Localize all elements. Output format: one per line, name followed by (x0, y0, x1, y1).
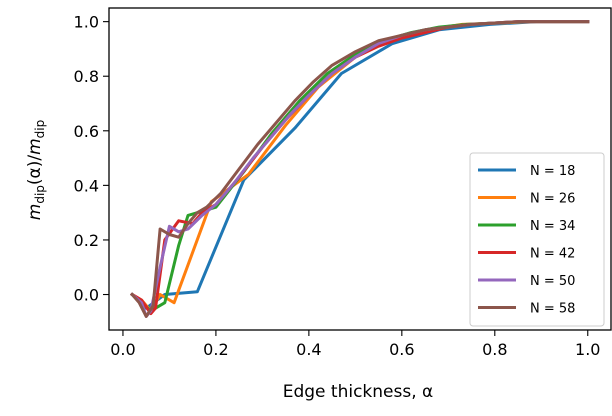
y-label-paren: (α)/ (25, 155, 45, 185)
series-lines (130, 20, 590, 318)
axis-ticks: 0.0 0.2 0.4 0.6 0.8 1.0 0.0 0.2 0.4 0.6 0.8 1.0 (74, 13, 601, 359)
y-axis-label: mdip(α)/mdip (25, 120, 47, 220)
y-tick-label: 0.6 (74, 122, 99, 141)
y-label-m2: m (25, 138, 45, 155)
y-tick-label: 0.8 (74, 67, 99, 86)
x-tick-label: 0.2 (203, 340, 228, 359)
y-tick-label: 0.0 (74, 286, 99, 305)
legend-label: N = 50 (530, 274, 575, 289)
x-axis-label: Edge thickness, α (283, 382, 434, 402)
y-label-sub2: dip (33, 120, 47, 139)
legend-label: N = 26 (530, 192, 575, 207)
y-tick-label: 0.4 (74, 176, 99, 195)
x-tick-label: 1.0 (575, 340, 600, 359)
y-tick-label: 0.2 (74, 231, 99, 250)
y-label-sub1: dip (33, 185, 47, 204)
legend-label: N = 58 (530, 302, 575, 317)
y-label-m1: m (25, 204, 45, 221)
x-tick-label: 0.6 (389, 340, 414, 359)
legend: N = 18 N = 26 N = 34 N = 42 N = 50 N = 58 (469, 152, 605, 327)
x-tick-label: 0.0 (110, 340, 135, 359)
legend-label: N = 34 (530, 219, 575, 234)
y-tick-label: 1.0 (74, 13, 99, 32)
legend-label: N = 18 (530, 164, 575, 179)
x-tick-label: 0.8 (482, 340, 507, 359)
plot-frame (108, 7, 612, 331)
legend-label: N = 42 (530, 247, 575, 262)
series-line-6 (130, 20, 590, 318)
x-tick-label: 0.4 (296, 340, 321, 359)
